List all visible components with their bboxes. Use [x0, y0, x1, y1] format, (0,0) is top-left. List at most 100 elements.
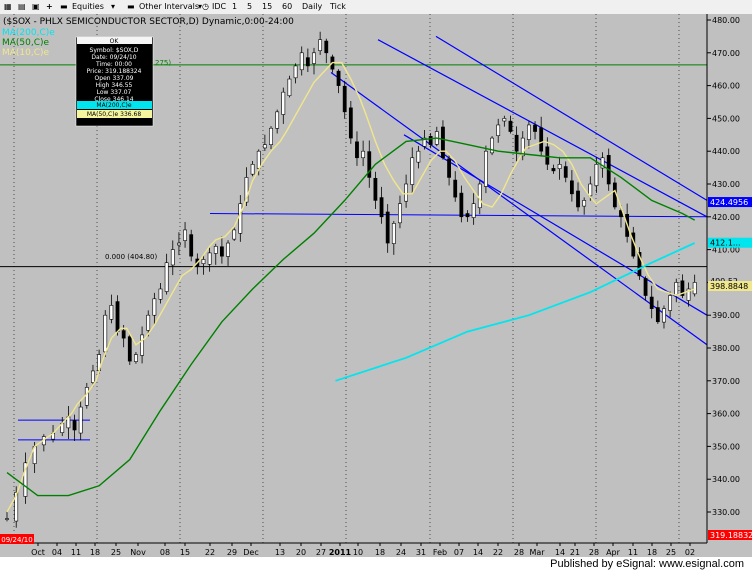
- candle-body: [422, 137, 427, 147]
- candle-body: [177, 242, 181, 246]
- price-tag: [708, 281, 752, 292]
- candle-body: [367, 151, 372, 178]
- info-line: Price: 319.188324: [87, 68, 142, 75]
- candle-body: [220, 246, 224, 257]
- interval-button-daily[interactable]: Daily: [302, 2, 323, 11]
- interval-button-1[interactable]: 1: [232, 2, 238, 11]
- x-tick-label: 29: [227, 548, 237, 557]
- candle-body: [600, 157, 605, 169]
- interval-button-60[interactable]: 60: [282, 2, 293, 11]
- candle-body: [502, 118, 507, 122]
- candle-body: [391, 223, 396, 244]
- info-line: Close 346.14: [94, 96, 133, 103]
- x-tick-label: 25: [666, 548, 676, 557]
- x-tick-label: 10: [353, 548, 363, 557]
- info-line: Date: 09/24/10: [91, 54, 136, 61]
- clock-icon: ◷: [202, 2, 209, 11]
- price-chart[interactable]: 330.00 340.00 350.00 360.00 370.00 380.00 390.…: [0, 14, 752, 557]
- candle-body: [170, 249, 175, 266]
- x-tick-label: 31: [416, 548, 426, 557]
- candle-body: [238, 203, 243, 234]
- candle-body: [262, 144, 267, 149]
- candle-body: [78, 406, 83, 434]
- x-tick-label: 25: [111, 548, 121, 557]
- x-tick-label: 14: [473, 548, 483, 557]
- candle-body: [201, 259, 206, 264]
- folder-icon-intervals: ▬: [127, 2, 135, 11]
- legend-ma50[interactable]: MA(50,C)e: [2, 38, 50, 48]
- x-tick-label: Apr: [606, 548, 621, 557]
- save-icon[interactable]: ▣: [32, 2, 40, 11]
- candle-body: [275, 111, 280, 129]
- info-ma200-row: [77, 101, 152, 109]
- candle-body: [91, 370, 95, 383]
- candle-body: [146, 314, 151, 331]
- candle-body: [668, 295, 673, 311]
- candle-body: [404, 183, 409, 202]
- candle-body: [152, 298, 157, 316]
- candle-body: [428, 136, 433, 145]
- x-tick-label: 18: [375, 548, 385, 557]
- candle-body: [484, 150, 488, 187]
- candle-body: [459, 192, 464, 218]
- candle-body: [312, 52, 316, 64]
- add-icon[interactable]: +: [46, 2, 53, 11]
- candle-body: [189, 234, 194, 257]
- candle-body: [379, 197, 384, 218]
- y-tick-label: 390.00: [712, 311, 740, 320]
- candle-body: [134, 354, 138, 362]
- candle-body: [588, 183, 593, 197]
- candle-body: [416, 150, 421, 163]
- price-tag: [708, 530, 752, 540]
- candle-body: [441, 126, 445, 159]
- x-tick-label: 20: [296, 548, 306, 557]
- channel-line: [403, 134, 708, 316]
- price-tag: [708, 275, 752, 286]
- chevron-down-icon[interactable]: ▾: [111, 2, 116, 11]
- info-ma50-row: [77, 110, 152, 118]
- interval-button-5[interactable]: 5: [247, 2, 253, 11]
- candle-body: [398, 203, 402, 224]
- chevron-down-icon[interactable]: ▾: [198, 2, 203, 11]
- price-tag-label: 319.188324: [710, 531, 752, 540]
- info-line: Time: 00:00: [95, 61, 132, 68]
- idc-button[interactable]: IDC: [212, 2, 227, 11]
- date-tag-label: 09/24/10: [1, 536, 32, 544]
- y-tick-label: 380.00: [712, 344, 740, 353]
- grid-icon[interactable]: ▦: [4, 2, 12, 11]
- info-line: Symbol: $SOX,D: [90, 47, 139, 54]
- x-tick-label: 28: [514, 548, 524, 557]
- legend-ma10[interactable]: MA(10,C)e: [2, 48, 50, 58]
- candle-body: [305, 57, 310, 67]
- other-intervals-menu[interactable]: Other Intervals: [139, 2, 200, 11]
- x-tick-label: 22: [493, 548, 503, 557]
- candle-body: [410, 157, 415, 185]
- legend-ma200[interactable]: MA(200,C)e: [2, 28, 55, 38]
- interval-button-tick[interactable]: Tick: [330, 2, 346, 11]
- open-icon[interactable]: ▤: [18, 2, 26, 11]
- candlesticks: [5, 31, 697, 528]
- interval-button-15[interactable]: 15: [262, 2, 273, 11]
- fib-level-label-2: 275): [155, 59, 171, 67]
- candle-body: [121, 330, 126, 339]
- candle-body: [557, 164, 562, 169]
- candle-body: [299, 52, 304, 71]
- price-tag-label: 398.8848: [710, 282, 748, 291]
- candle-body: [226, 242, 230, 257]
- ma-line: [6, 61, 695, 513]
- y-tick-label: 410.00: [712, 246, 740, 255]
- candle-body: [103, 314, 108, 353]
- y-tick-label: 470.00: [712, 49, 740, 58]
- y-tick-label: 360.00: [712, 410, 740, 419]
- toolbar: ▦ ▤ ▣ + ▬ Equities ▾ ▬ Other Intervals ▾…: [0, 0, 752, 15]
- candle-body: [692, 282, 697, 295]
- info-ma50-label: MA(50,C)e 336.68: [87, 111, 141, 118]
- y-tick-label: 420.00: [712, 213, 740, 222]
- candle-body: [385, 211, 390, 244]
- y-tick-label: 460.00: [712, 82, 740, 91]
- y-tick-label: 440.00: [712, 147, 740, 156]
- candle-body: [490, 137, 494, 154]
- fib-level-label: 0.000 (404.80): [105, 253, 157, 261]
- equities-menu[interactable]: Equities: [72, 2, 104, 11]
